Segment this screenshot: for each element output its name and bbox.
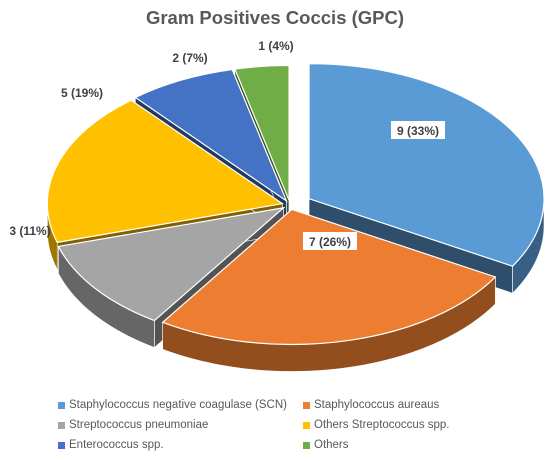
pie-slice bbox=[234, 64, 290, 201]
data-label-text: 5 (19%) bbox=[61, 86, 103, 100]
legend-label: Staphylococcus negative coagulase (SCN) bbox=[69, 399, 287, 411]
legend-item-s-aureus: Staphylococcus aureaus bbox=[303, 399, 528, 411]
pie-slice bbox=[57, 206, 286, 322]
data-label-text: 9 (33%) bbox=[397, 124, 439, 138]
legend-swatch bbox=[303, 421, 310, 429]
legend-item-others: Others bbox=[303, 439, 528, 451]
data-label: 9 (33%) bbox=[391, 121, 445, 139]
data-label: 1 (4%) bbox=[258, 39, 293, 53]
pie-slice bbox=[308, 63, 545, 267]
legend-item-s-pneumoniae: Streptococcus pneumoniae bbox=[58, 419, 303, 431]
pie-slice bbox=[161, 208, 497, 346]
legend-item-other-strep: Others Streptococcus spp. bbox=[303, 419, 528, 431]
legend-swatch bbox=[303, 441, 310, 449]
legend-item-scn: Staphylococcus negative coagulase (SCN) bbox=[58, 399, 303, 411]
legend-item-enterococcus: Enterococcus spp. bbox=[58, 439, 303, 451]
data-label: 5 (19%) bbox=[61, 86, 103, 100]
chart-title: Gram Positives Coccis (GPC) bbox=[145, 7, 405, 28]
data-label: 3 (11%) bbox=[9, 224, 50, 238]
legend-swatch bbox=[58, 441, 65, 449]
legend: Staphylococcus negative coagulase (SCN) … bbox=[58, 399, 528, 451]
data-label-text: 7 (26%) bbox=[309, 235, 351, 249]
data-label-background bbox=[303, 232, 357, 250]
legend-label: Others Streptococcus spp. bbox=[314, 419, 450, 431]
data-label: 2 (7%) bbox=[172, 51, 207, 65]
data-label-text: 1 (4%) bbox=[258, 39, 293, 53]
legend-swatch bbox=[58, 401, 65, 409]
data-labels: 9 (33%) 7 (26%) 3 (11%) 5 (19%) 2 (7%) 1 (4%) bbox=[9, 39, 445, 250]
legend-swatch bbox=[303, 401, 310, 409]
data-label-background bbox=[391, 121, 445, 139]
legend-label: Staphylococcus aureaus bbox=[314, 399, 440, 411]
data-label-text: 3 (11%) bbox=[9, 224, 50, 238]
legend-label: Enterococcus spp. bbox=[69, 439, 164, 451]
legend-label: Streptococcus pneumoniae bbox=[69, 419, 209, 431]
data-label-text: 2 (7%) bbox=[172, 51, 207, 65]
data-label: 7 (26%) bbox=[303, 232, 357, 250]
pie-slice bbox=[134, 68, 288, 203]
legend-swatch bbox=[58, 421, 65, 429]
legend-label: Others bbox=[314, 439, 349, 451]
slice-tops bbox=[46, 63, 545, 346]
pie-slice bbox=[46, 99, 284, 244]
